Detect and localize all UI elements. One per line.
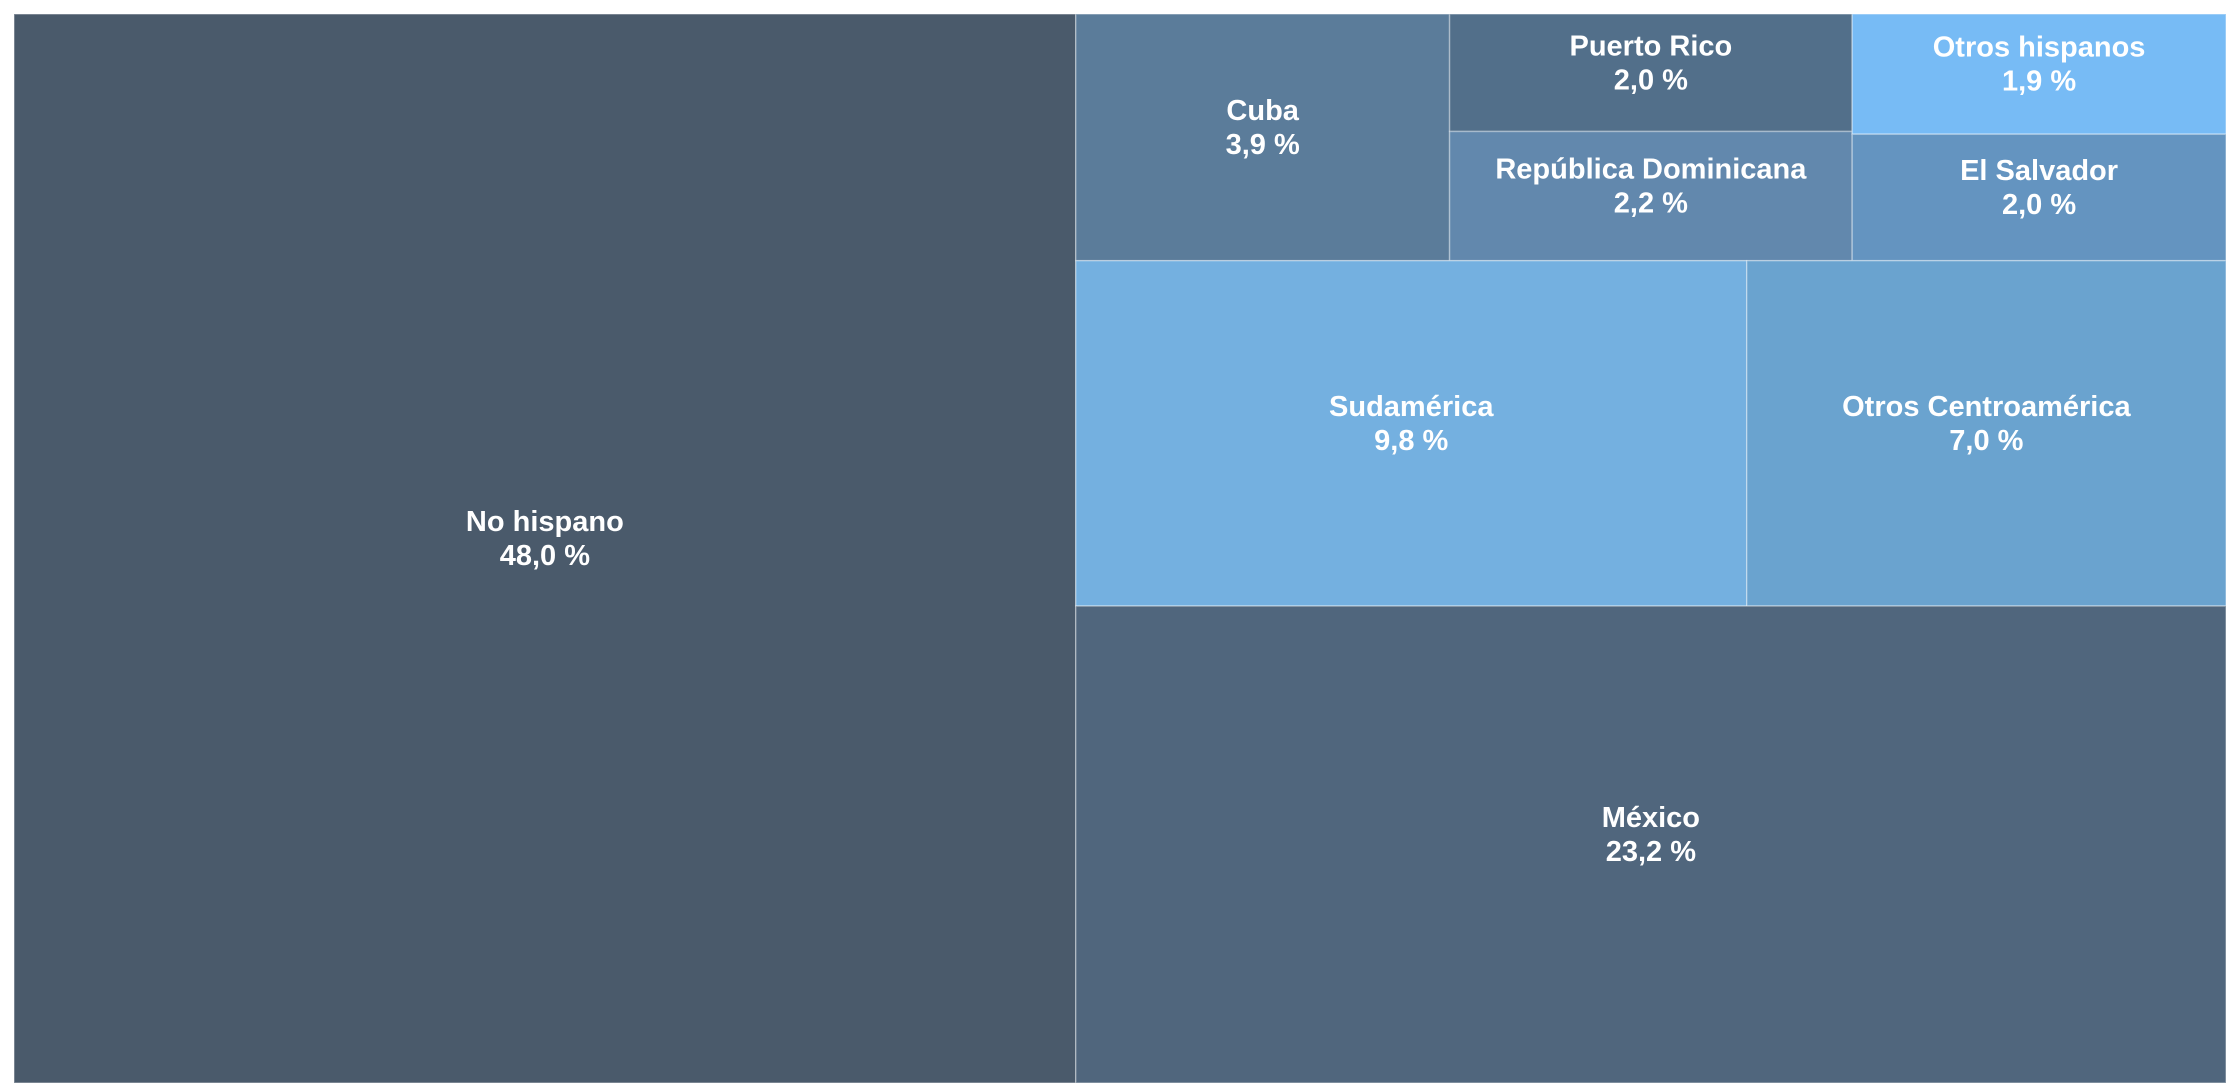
treemap-cell [1745,259,2226,607]
cell-value-label: 2,0 % [1614,64,1688,96]
cell-label: No hispano [466,506,624,538]
cell-value-label: 2,2 % [1614,188,1688,220]
treemap-cell [1075,13,1451,262]
treemap-cell [1075,605,2226,1083]
cell-value-label: 48,0 % [500,540,590,572]
cell-value-label: 23,2 % [1606,836,1696,868]
cell-value-label: 2,0 % [2002,189,2076,221]
treemap-cell [13,13,1077,1083]
treemap-cell [1075,259,1748,607]
treemap-cell [1448,130,1853,262]
cell-label: Puerto Rico [1570,30,1733,62]
cell-label: Sudamérica [1329,391,1494,423]
cell-label: República Dominicana [1495,154,1807,186]
cell-value-label: 1,9 % [2002,66,2076,98]
cell-label: México [1602,802,1700,834]
cell-value-label: 9,8 % [1374,425,1448,457]
cell-value-label: 3,9 % [1226,129,1300,161]
cell-label: Cuba [1226,95,1299,127]
treemap-cell [1851,13,2226,135]
cell-value-label: 7,0 % [1949,425,2023,457]
treemap-cell [1851,133,2226,262]
cell-label: Otros hispanos [1933,32,2146,64]
cell-label: El Salvador [1960,155,2118,187]
cell-label: Otros Centroamérica [1842,391,2131,423]
